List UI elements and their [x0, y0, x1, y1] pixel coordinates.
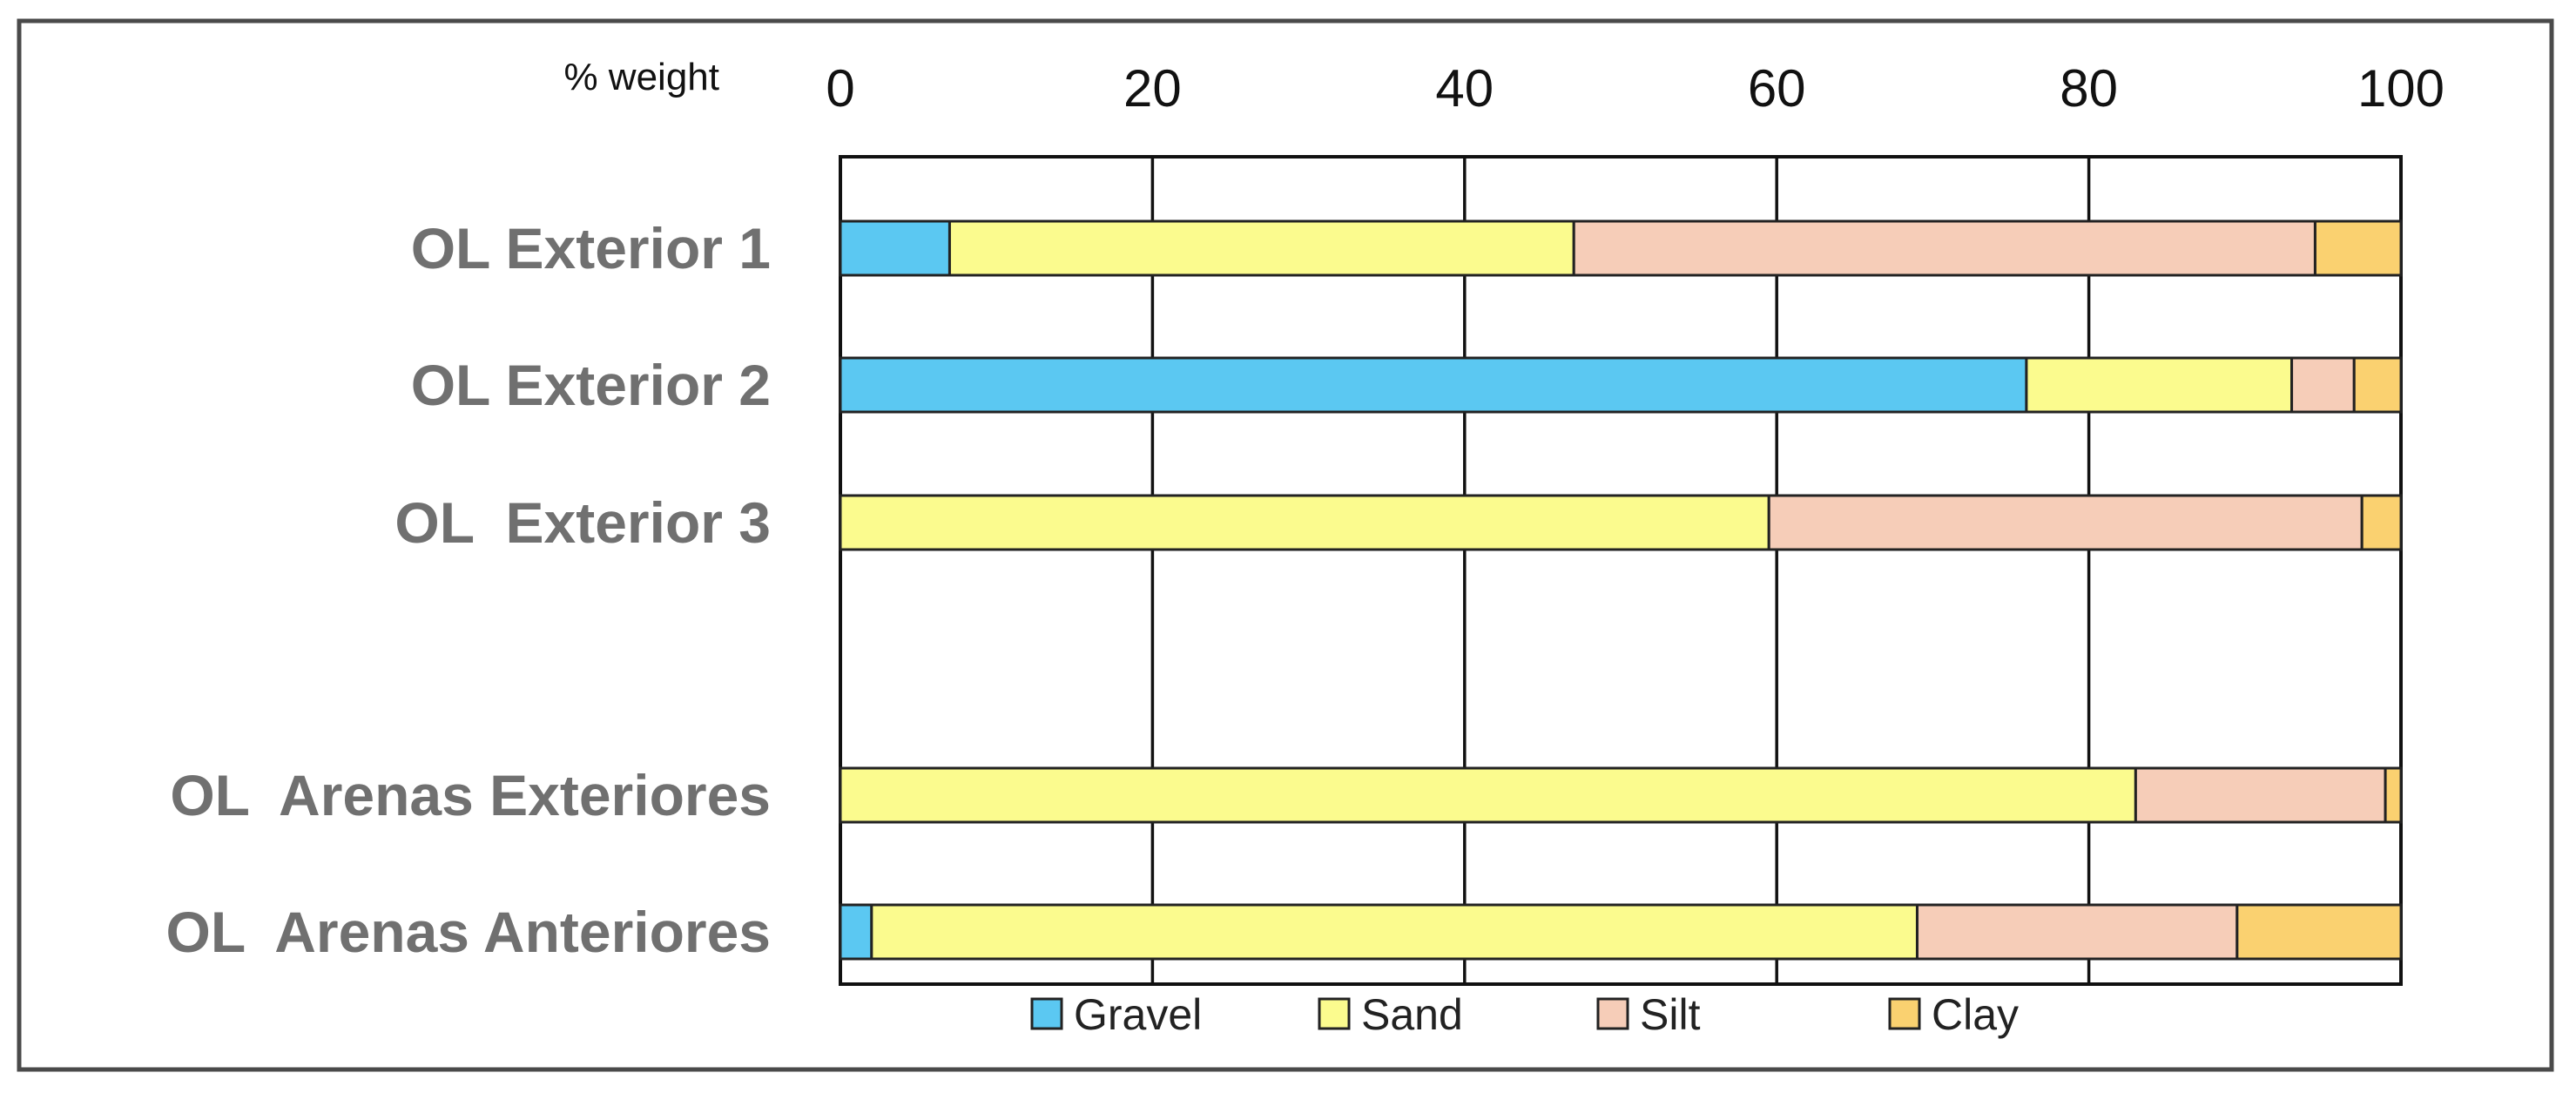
bar-clay-2 [2360, 494, 2403, 551]
legend-label-clay: Clay [1932, 990, 2019, 1039]
legend-swatch-gravel [1030, 997, 1063, 1030]
bar-sand-3 [839, 766, 2137, 824]
bar-sand-1 [2025, 356, 2294, 414]
bar-gravel-0 [839, 219, 951, 277]
x-tick-label: 80 [2060, 59, 2118, 118]
bar-sand-0 [947, 219, 1575, 277]
legend-swatch-silt [1596, 997, 1629, 1030]
bar-silt-3 [2134, 766, 2387, 824]
x-tick-label: 20 [1123, 59, 1182, 118]
legend: Gravel Sand Silt Clay [1030, 990, 2019, 1039]
bar-silt-1 [2290, 356, 2356, 414]
category-label: OL Arenas Exteriores [170, 763, 771, 827]
legend-swatch-clay [1888, 997, 1921, 1030]
x-tick-label: 0 [826, 59, 854, 118]
category-label: OL Exterior 2 [411, 353, 771, 417]
category-label: OL Exterior 1 [411, 216, 771, 280]
x-axis-title: % weight [563, 56, 719, 98]
bar-clay-0 [2313, 219, 2403, 277]
bar-clay-4 [2235, 903, 2403, 961]
legend-label-silt: Silt [1640, 990, 1701, 1039]
legend-label-sand: Sand [1361, 990, 1463, 1039]
bar-clay-1 [2352, 356, 2403, 414]
bar-gravel-1 [839, 356, 2028, 414]
bar-sand-2 [839, 494, 1770, 551]
x-tick-label: 60 [1748, 59, 1806, 118]
bar-gravel-4 [839, 903, 873, 961]
bar-sand-4 [870, 903, 1919, 961]
bar-clay-3 [2384, 766, 2403, 824]
x-tick-label: 100 [2357, 59, 2445, 118]
plot-area [839, 155, 2403, 986]
bar-silt-0 [1572, 219, 2316, 277]
x-tick-label: 40 [1435, 59, 1494, 118]
legend-label-gravel: Gravel [1074, 990, 1202, 1039]
category-label: OL Exterior 3 [394, 490, 771, 555]
bar-silt-2 [1767, 494, 2364, 551]
bar-silt-4 [1915, 903, 2239, 961]
legend-swatch-sand [1318, 997, 1351, 1030]
category-label: OL Arenas Anteriores [166, 900, 771, 964]
